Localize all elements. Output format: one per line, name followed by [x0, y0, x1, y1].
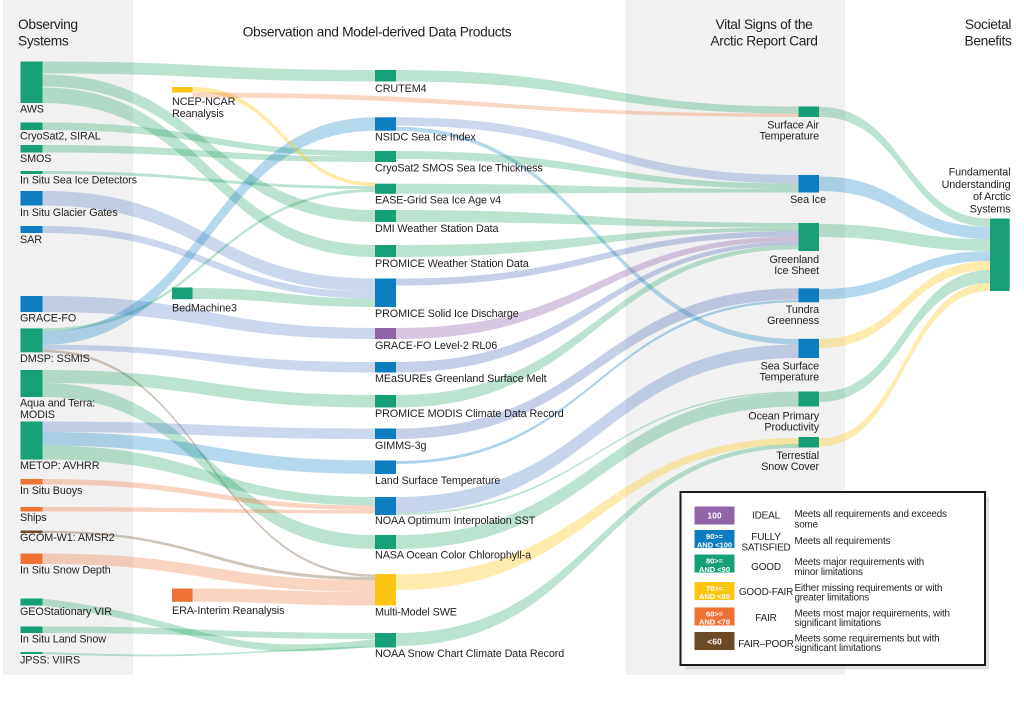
- svg-text:Systems: Systems: [970, 203, 1011, 215]
- svg-text:PROMICE MODIS Climate Data Rec: PROMICE MODIS Climate Data Record: [375, 408, 564, 420]
- svg-text:GCOM-W1: AMSR2: GCOM-W1: AMSR2: [20, 532, 115, 544]
- svg-text:Systems: Systems: [18, 34, 69, 49]
- svg-text:Benefits: Benefits: [964, 34, 1012, 49]
- svg-text:IDEAL: IDEAL: [752, 511, 781, 522]
- svg-text:AND <90: AND <90: [699, 565, 730, 574]
- svg-text:FULLY: FULLY: [751, 532, 781, 543]
- svg-text:Multi-Model SWE: Multi-Model SWE: [375, 607, 457, 619]
- svg-text:MEaSUREs Greenland Surface Mel: MEaSUREs Greenland Surface Melt: [375, 373, 547, 385]
- svg-text:In Situ Sea Ice Detectors: In Situ Sea Ice Detectors: [20, 175, 138, 187]
- svg-text:NASA Ocean Color Chlorophyll-a: NASA Ocean Color Chlorophyll-a: [375, 550, 531, 562]
- svg-text:<60: <60: [707, 637, 722, 647]
- svg-text:BedMachine3: BedMachine3: [172, 303, 237, 315]
- svg-text:Temperature: Temperature: [759, 131, 819, 143]
- svg-text:Ice Sheet: Ice Sheet: [774, 265, 819, 277]
- svg-text:Observation and Model-derived: Observation and Model-derived Data Produ…: [243, 25, 512, 40]
- svg-text:Sea Surface: Sea Surface: [761, 361, 819, 373]
- svg-text:DMSP: SSMIS: DMSP: SSMIS: [20, 353, 90, 365]
- svg-text:Arctic Report Card: Arctic Report Card: [710, 34, 817, 49]
- svg-text:NOAA Optimum Interpolation SST: NOAA Optimum Interpolation SST: [375, 515, 536, 527]
- svg-text:Surface Air: Surface Air: [767, 120, 819, 132]
- svg-text:NCEP-NCAR: NCEP-NCAR: [172, 96, 236, 108]
- svg-text:FAIR: FAIR: [755, 613, 776, 624]
- svg-text:PROMICE Solid Ice Discharge: PROMICE Solid Ice Discharge: [375, 308, 519, 320]
- svg-text:Sea Ice: Sea Ice: [790, 194, 826, 206]
- svg-text:CRUTEM4: CRUTEM4: [375, 83, 427, 95]
- svg-text:of Arctic: of Arctic: [973, 191, 1011, 203]
- svg-text:NOAA Snow Chart Climate Data R: NOAA Snow Chart Climate Data Record: [375, 648, 564, 660]
- svg-text:AND <70: AND <70: [699, 618, 730, 627]
- svg-text:In Situ Glacier Gates: In Situ Glacier Gates: [20, 207, 118, 219]
- svg-text:significant limitations: significant limitations: [795, 618, 882, 629]
- svg-text:greater limitations: greater limitations: [795, 593, 870, 604]
- svg-text:FAIR–POOR: FAIR–POOR: [738, 639, 793, 650]
- svg-text:SAR: SAR: [20, 234, 42, 246]
- svg-text:GRACE-FO Level-2 RL06: GRACE-FO Level-2 RL06: [375, 340, 497, 352]
- svg-text:minor limitations: minor limitations: [795, 567, 863, 578]
- svg-text:Meets major requirements with: Meets major requirements with: [795, 557, 925, 568]
- svg-text:SATISFIED: SATISFIED: [741, 543, 790, 554]
- svg-text:70>=: 70>=: [706, 584, 724, 593]
- svg-text:EASE-Grid Sea Ice Age v4: EASE-Grid Sea Ice Age v4: [375, 194, 501, 206]
- svg-text:Meets all requirements and exc: Meets all requirements and exceeds: [795, 509, 948, 520]
- svg-text:Tundra: Tundra: [786, 304, 819, 316]
- svg-text:In Situ Snow Depth: In Situ Snow Depth: [20, 565, 111, 577]
- svg-text:Temperature: Temperature: [759, 372, 819, 384]
- svg-text:GEOStationary VIR: GEOStationary VIR: [20, 606, 112, 618]
- svg-text:Observing: Observing: [18, 17, 78, 32]
- svg-text:AND <100: AND <100: [697, 541, 732, 550]
- svg-text:METOP: AVHRR: METOP: AVHRR: [20, 460, 100, 472]
- svg-text:CryoSat2, SIRAL: CryoSat2, SIRAL: [20, 131, 101, 143]
- svg-text:60>=: 60>=: [706, 609, 724, 618]
- svg-text:AND <80: AND <80: [699, 592, 730, 601]
- svg-text:Reanalysis: Reanalysis: [172, 108, 225, 120]
- svg-text:Terrestial: Terrestial: [776, 450, 819, 462]
- svg-text:Ocean Primary: Ocean Primary: [748, 411, 819, 423]
- svg-text:90>=: 90>=: [706, 532, 724, 541]
- svg-text:Greenness: Greenness: [767, 315, 820, 327]
- svg-text:Meets some requirements but wi: Meets some requirements but with: [795, 633, 940, 644]
- svg-text:MODIS: MODIS: [20, 409, 55, 421]
- svg-text:GRACE-FO: GRACE-FO: [20, 313, 76, 325]
- svg-text:significant limitations: significant limitations: [795, 643, 882, 654]
- svg-text:AWS: AWS: [20, 104, 44, 116]
- svg-text:In Situ Land Snow: In Situ Land Snow: [20, 634, 106, 646]
- svg-text:Societal: Societal: [965, 17, 1012, 32]
- svg-text:Fundamental: Fundamental: [949, 167, 1011, 179]
- svg-text:Vital Signs of the: Vital Signs of the: [716, 17, 814, 32]
- svg-text:CryoSat2 SMOS Sea Ice Thicknes: CryoSat2 SMOS Sea Ice Thickness: [375, 163, 543, 175]
- svg-text:some: some: [795, 520, 819, 531]
- svg-text:In Situ Buoys: In Situ Buoys: [20, 485, 83, 497]
- svg-text:Meets most major requirements,: Meets most major requirements, with: [795, 609, 950, 620]
- svg-text:NSIDC Sea Ice Index: NSIDC Sea Ice Index: [375, 132, 476, 144]
- svg-text:Productivity: Productivity: [764, 422, 819, 434]
- svg-text:100: 100: [707, 511, 721, 521]
- svg-text:DMI Weather Station Data: DMI Weather Station Data: [375, 223, 499, 235]
- svg-text:ERA-Interim Reanalysis: ERA-Interim Reanalysis: [172, 605, 285, 617]
- svg-text:80>=: 80>=: [706, 557, 724, 566]
- svg-text:Greenland: Greenland: [769, 254, 819, 266]
- svg-text:Land Surface Temperature: Land Surface Temperature: [375, 475, 500, 487]
- svg-text:JPSS: VIIRS: JPSS: VIIRS: [20, 655, 80, 667]
- svg-text:Understanding: Understanding: [942, 179, 1011, 191]
- svg-text:Snow Cover: Snow Cover: [761, 461, 819, 473]
- svg-text:Ships: Ships: [20, 512, 47, 524]
- svg-text:GOOD-FAIR: GOOD-FAIR: [739, 587, 793, 598]
- svg-text:Aqua and Terra:: Aqua and Terra:: [20, 398, 95, 410]
- svg-text:Meets all requirements: Meets all requirements: [795, 536, 891, 547]
- svg-text:GOOD: GOOD: [751, 562, 781, 573]
- svg-text:SMOS: SMOS: [20, 153, 51, 165]
- svg-text:Either missing requirements or: Either missing requirements or with: [795, 583, 943, 594]
- svg-text:GIMMS-3g: GIMMS-3g: [375, 440, 426, 452]
- svg-text:PROMICE Weather Station Data: PROMICE Weather Station Data: [375, 258, 529, 270]
